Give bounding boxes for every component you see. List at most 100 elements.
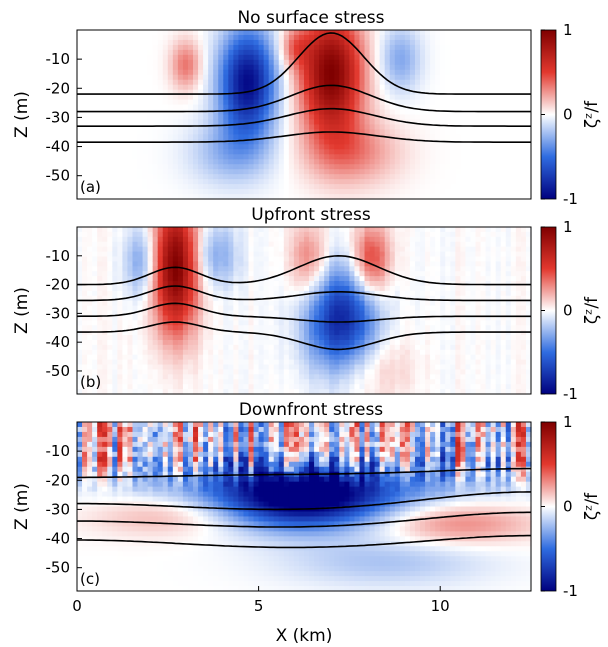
heatmap-cell xyxy=(480,184,487,190)
heatmap-cell xyxy=(243,349,250,356)
heatmap-cell xyxy=(87,349,93,356)
heatmap-cell xyxy=(92,179,98,185)
heatmap-cell xyxy=(349,256,356,262)
heatmap-cell xyxy=(455,30,461,36)
heatmap-cell xyxy=(309,276,315,282)
heatmap-cell xyxy=(515,129,522,135)
heatmap-cell xyxy=(112,34,118,41)
heatmap-cell xyxy=(304,169,310,175)
heatmap-cell xyxy=(187,69,194,76)
heatmap-cell xyxy=(97,227,103,233)
heatmap-cell xyxy=(127,104,134,111)
heatmap-cell xyxy=(505,114,512,121)
heatmap-cell xyxy=(450,44,456,51)
heatmap-cell xyxy=(228,39,234,46)
heatmap-cell xyxy=(354,179,361,185)
heatmap-cell xyxy=(87,114,93,121)
heatmap-cell xyxy=(288,339,295,346)
heatmap-cell xyxy=(177,39,184,46)
heatmap-cell xyxy=(208,236,214,243)
heatmap-cell xyxy=(208,364,214,371)
heatmap-cell xyxy=(324,139,330,145)
heatmap-cell xyxy=(324,256,330,262)
heatmap-cell xyxy=(152,266,159,272)
heatmap-cell xyxy=(450,94,456,101)
heatmap-cell xyxy=(157,374,164,380)
heatmap-cell xyxy=(450,39,456,46)
heatmap-cell xyxy=(177,305,184,312)
heatmap-cell xyxy=(162,159,169,165)
heatmap-cell xyxy=(167,320,174,326)
heatmap-cell xyxy=(409,54,416,61)
heatmap-cell xyxy=(475,64,482,71)
heatmap-cell xyxy=(430,184,436,190)
heatmap-cell xyxy=(480,30,487,36)
heatmap-cell xyxy=(182,349,189,356)
heatmap-cell xyxy=(177,246,184,253)
heatmap-cell xyxy=(187,310,194,317)
heatmap-cell xyxy=(324,69,330,76)
heatmap-cell xyxy=(112,389,118,395)
heatmap-cell xyxy=(344,276,350,282)
heatmap-cell xyxy=(218,285,224,292)
heatmap-cell xyxy=(465,69,472,76)
heatmap-cell xyxy=(213,339,219,346)
heatmap-cell xyxy=(324,159,330,165)
heatmap-cell xyxy=(314,330,320,336)
heatmap-cell xyxy=(172,34,179,41)
heatmap-cell xyxy=(213,99,219,106)
heatmap-cell xyxy=(97,236,103,243)
heatmap-cell xyxy=(510,34,517,41)
heatmap-cell xyxy=(102,266,108,272)
heatmap-cell xyxy=(152,144,159,150)
heatmap-cell xyxy=(389,129,396,135)
heatmap-cell xyxy=(283,290,290,297)
heatmap-cell xyxy=(495,159,502,165)
heatmap-cell xyxy=(248,109,255,116)
heatmap-cell xyxy=(132,374,139,380)
heatmap-cell xyxy=(162,194,169,200)
heatmap-cell xyxy=(364,94,371,101)
heatmap-cell xyxy=(182,104,189,111)
heatmap-cell xyxy=(77,174,83,180)
heatmap-cell xyxy=(233,169,240,175)
heatmap-cell xyxy=(334,39,340,46)
heatmap-cell xyxy=(369,39,376,46)
heatmap-cell xyxy=(87,290,93,297)
heatmap-cell xyxy=(500,64,507,71)
heatmap-cell xyxy=(278,369,285,375)
heatmap-cell xyxy=(268,34,275,41)
heatmap-cell xyxy=(495,174,502,180)
heatmap-cell xyxy=(384,174,391,180)
heatmap-cell xyxy=(218,44,224,51)
heatmap-cell xyxy=(409,179,416,185)
heatmap-cell xyxy=(293,344,300,351)
heatmap-cell xyxy=(369,124,376,131)
heatmap-cell xyxy=(404,174,411,180)
heatmap-cell xyxy=(258,89,265,96)
heatmap-cell xyxy=(344,236,350,243)
heatmap-cell xyxy=(425,39,431,46)
heatmap-cell xyxy=(172,114,179,121)
heatmap-cell xyxy=(475,144,482,150)
heatmap-cell xyxy=(77,379,83,385)
heatmap-cell xyxy=(233,276,240,282)
heatmap-cell xyxy=(122,261,129,267)
heatmap-cell xyxy=(374,144,381,150)
heatmap-cell xyxy=(107,164,113,170)
heatmap-cell xyxy=(399,79,406,86)
heatmap-cell xyxy=(495,114,502,121)
heatmap-cell xyxy=(445,109,451,116)
heatmap-cell xyxy=(243,139,250,145)
heatmap-cell xyxy=(334,389,340,395)
heatmap-cell xyxy=(253,369,260,375)
heatmap-cell xyxy=(92,256,98,262)
heatmap-cell xyxy=(440,114,446,121)
heatmap-cell xyxy=(102,169,108,175)
heatmap-cell xyxy=(82,74,88,81)
heatmap-cell xyxy=(162,256,169,262)
heatmap-cell xyxy=(304,300,310,307)
heatmap-cell xyxy=(177,44,184,51)
heatmap-cell xyxy=(172,359,179,366)
heatmap-cell xyxy=(298,104,305,111)
